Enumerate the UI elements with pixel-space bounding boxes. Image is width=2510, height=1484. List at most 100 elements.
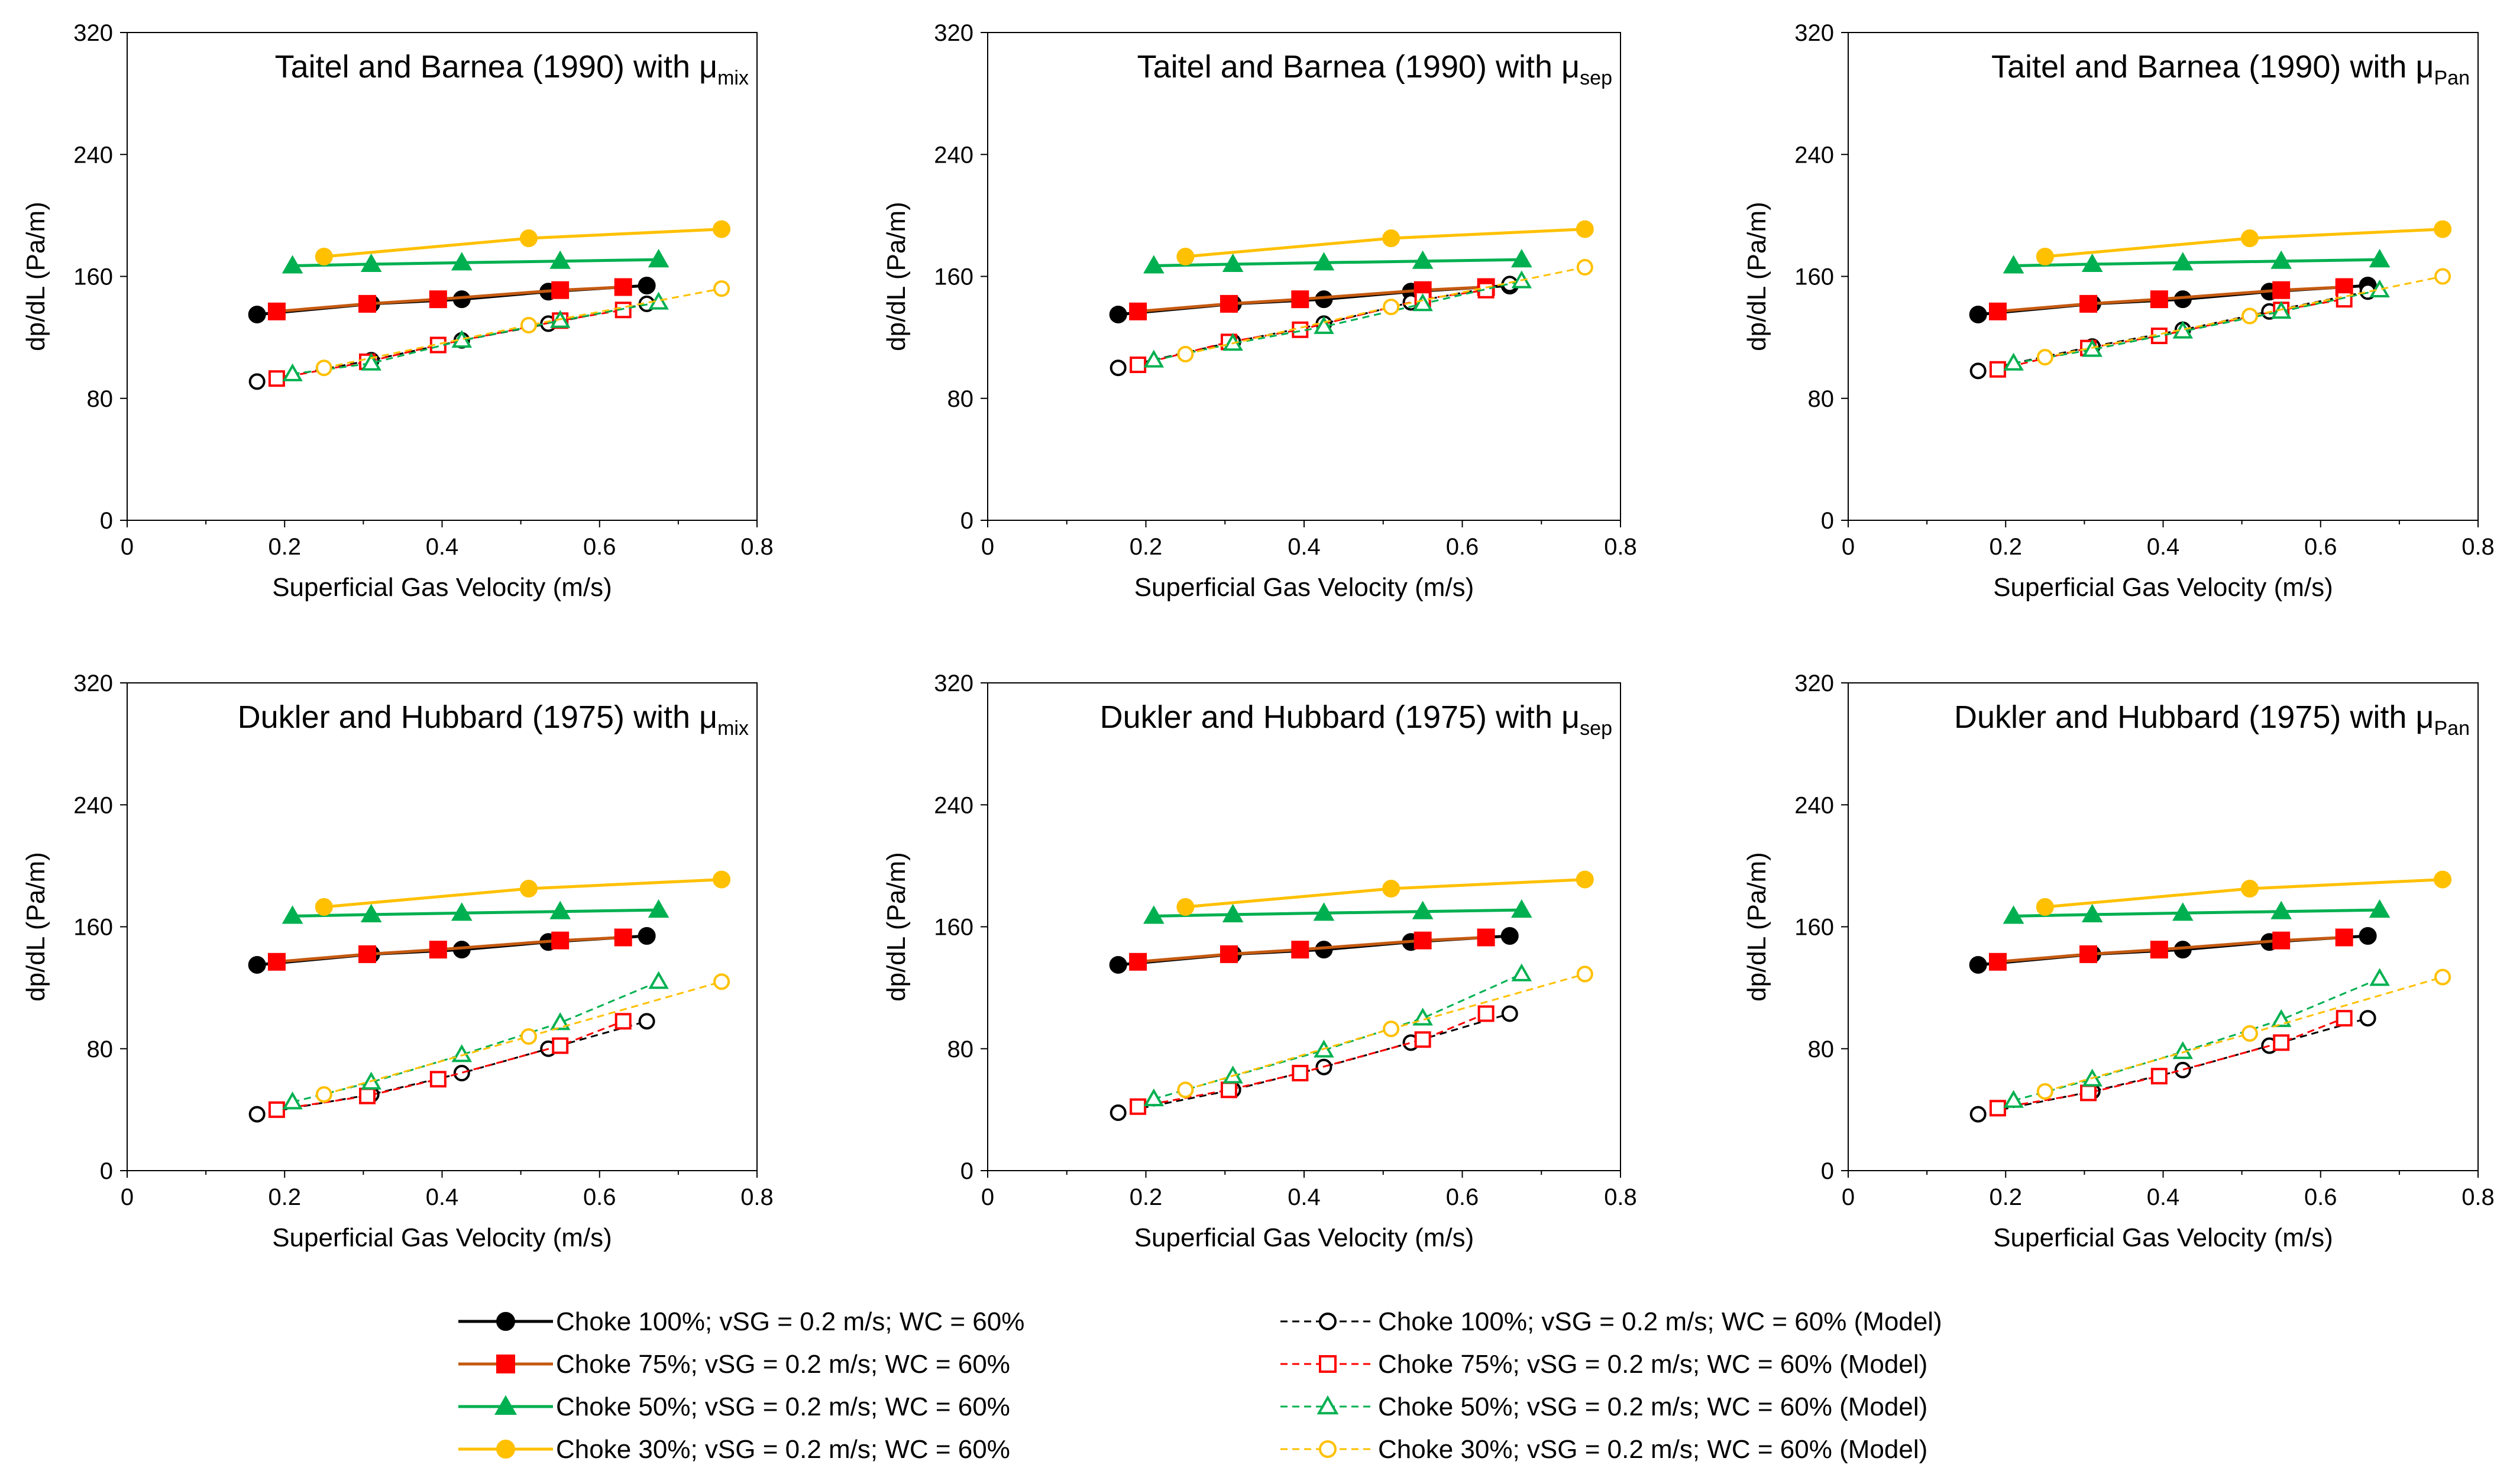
data-point	[2036, 897, 2054, 916]
series-line	[292, 301, 659, 375]
data-point	[1510, 899, 1532, 918]
series-line	[1978, 290, 2368, 372]
data-point	[2434, 870, 2452, 889]
x-tick-label: 0	[981, 534, 994, 560]
data-point	[713, 973, 730, 990]
series-line	[1978, 1017, 2369, 1116]
data-point	[2081, 903, 2103, 922]
data-point	[2335, 928, 2353, 947]
chart-panel-2: 0 0.2 0.4 0.6 0.8 0 80 160 240 320 Superficial Gas…	[882, 20, 1637, 602]
data-point	[1129, 952, 1147, 971]
series-1	[1969, 926, 2377, 974]
series-line	[1997, 936, 2344, 964]
y-axis-title: dp/dL (Pa/m)	[882, 202, 911, 351]
data-point	[429, 290, 447, 309]
legend-entry-3: Choke 50%; vSG = 0.2 m/s; WC = 60%	[458, 1392, 1010, 1421]
x-tick-label: 0	[121, 534, 134, 560]
x-tick-label: 0.8	[2462, 534, 2495, 560]
chart-panel-5: 0 0.2 0.4 0.6 0.8 0 80 160 240 320 Superficial Gas…	[882, 670, 1637, 1252]
panel-title: Dukler and Hubbard (1975) with μPan	[1954, 699, 2470, 740]
x-tick-label: 0.6	[2304, 534, 2337, 560]
data-point	[248, 305, 266, 323]
data-point	[1969, 1106, 1987, 1123]
legend-label: Choke 50%; vSG = 0.2 m/s; WC = 60% (Mode…	[1378, 1392, 1927, 1421]
x-axis-title: Superficial Gas Velocity (m/s)	[1993, 1223, 2333, 1252]
legend-entry-4: Choke 30%; vSG = 0.2 m/s; WC = 60%	[458, 1435, 1010, 1464]
x-axis-title: Superficial Gas Velocity (m/s)	[272, 1223, 612, 1252]
series-8	[315, 973, 730, 1103]
data-point	[2003, 352, 2024, 371]
data-point	[358, 945, 377, 963]
data-point	[2359, 926, 2377, 945]
data-point	[2270, 900, 2292, 919]
legend-marker	[496, 1312, 515, 1331]
series-line	[292, 980, 659, 1103]
data-point	[1989, 361, 2006, 378]
data-point	[2150, 941, 2168, 959]
x-tick-label: 0.6	[2304, 1184, 2337, 1210]
data-point	[451, 902, 473, 921]
data-point	[359, 1087, 376, 1104]
series-1	[248, 276, 656, 323]
data-point	[1291, 941, 1309, 959]
data-point	[282, 905, 303, 924]
data-point	[1501, 1005, 1518, 1022]
data-point	[1383, 299, 1400, 316]
series-line	[1118, 1013, 1510, 1114]
legend-entry-1: Choke 100%; vSG = 0.2 m/s; WC = 60%	[458, 1307, 1024, 1336]
series-2	[1129, 278, 1495, 320]
data-point	[1511, 963, 1532, 981]
data-point	[638, 276, 656, 294]
data-point	[2150, 290, 2168, 309]
data-point	[1143, 905, 1165, 924]
plot-area-frame	[987, 682, 1621, 1171]
y-tick-label: 0	[1821, 1158, 1834, 1184]
data-point	[551, 931, 570, 950]
series-2	[1988, 928, 2353, 971]
data-point	[1222, 253, 1244, 272]
series-6	[1989, 1010, 2353, 1117]
series-5	[248, 1013, 655, 1123]
data-point	[361, 352, 381, 371]
data-point	[648, 249, 669, 268]
series-4	[315, 220, 731, 265]
y-tick-label: 0	[100, 508, 113, 534]
y-tick-label: 240	[1794, 792, 1834, 818]
series-line	[2013, 258, 2380, 267]
data-point	[1143, 1088, 1165, 1107]
series-line	[292, 908, 659, 918]
data-point	[638, 1013, 655, 1030]
x-tick-label: 0	[1842, 1184, 1855, 1210]
series-8	[2036, 268, 2451, 366]
data-point	[614, 278, 632, 296]
data-point	[1412, 293, 1433, 312]
data-point	[2079, 294, 2098, 313]
data-point	[315, 897, 333, 916]
data-point	[1477, 1005, 1495, 1022]
data-point	[1129, 302, 1147, 320]
data-point	[451, 252, 473, 271]
data-point	[1988, 302, 2007, 320]
x-tick-label: 0.6	[583, 534, 616, 560]
data-point	[1291, 290, 1309, 309]
plot-area-frame	[127, 682, 758, 1171]
series-4	[2036, 220, 2452, 265]
series-line	[1153, 908, 1522, 918]
y-tick-label: 160	[934, 915, 973, 941]
data-point	[2036, 1083, 2053, 1100]
series-5	[1110, 1005, 1518, 1122]
series-4	[1176, 220, 1594, 265]
x-tick-label: 0.4	[426, 534, 459, 560]
x-axis-title: Superficial Gas Velocity (m/s)	[272, 573, 612, 602]
series-2	[267, 928, 632, 971]
data-point	[2003, 255, 2024, 274]
series-3	[282, 249, 669, 274]
data-point	[713, 870, 731, 889]
data-point	[2369, 249, 2391, 268]
data-point	[551, 281, 570, 299]
y-tick-label: 160	[73, 915, 113, 941]
data-point	[1576, 259, 1593, 276]
chart-panel-6: 0 0.2 0.4 0.6 0.8 0 80 160 240 320 Superficial Gas…	[1742, 670, 2495, 1252]
data-point	[1130, 357, 1147, 374]
